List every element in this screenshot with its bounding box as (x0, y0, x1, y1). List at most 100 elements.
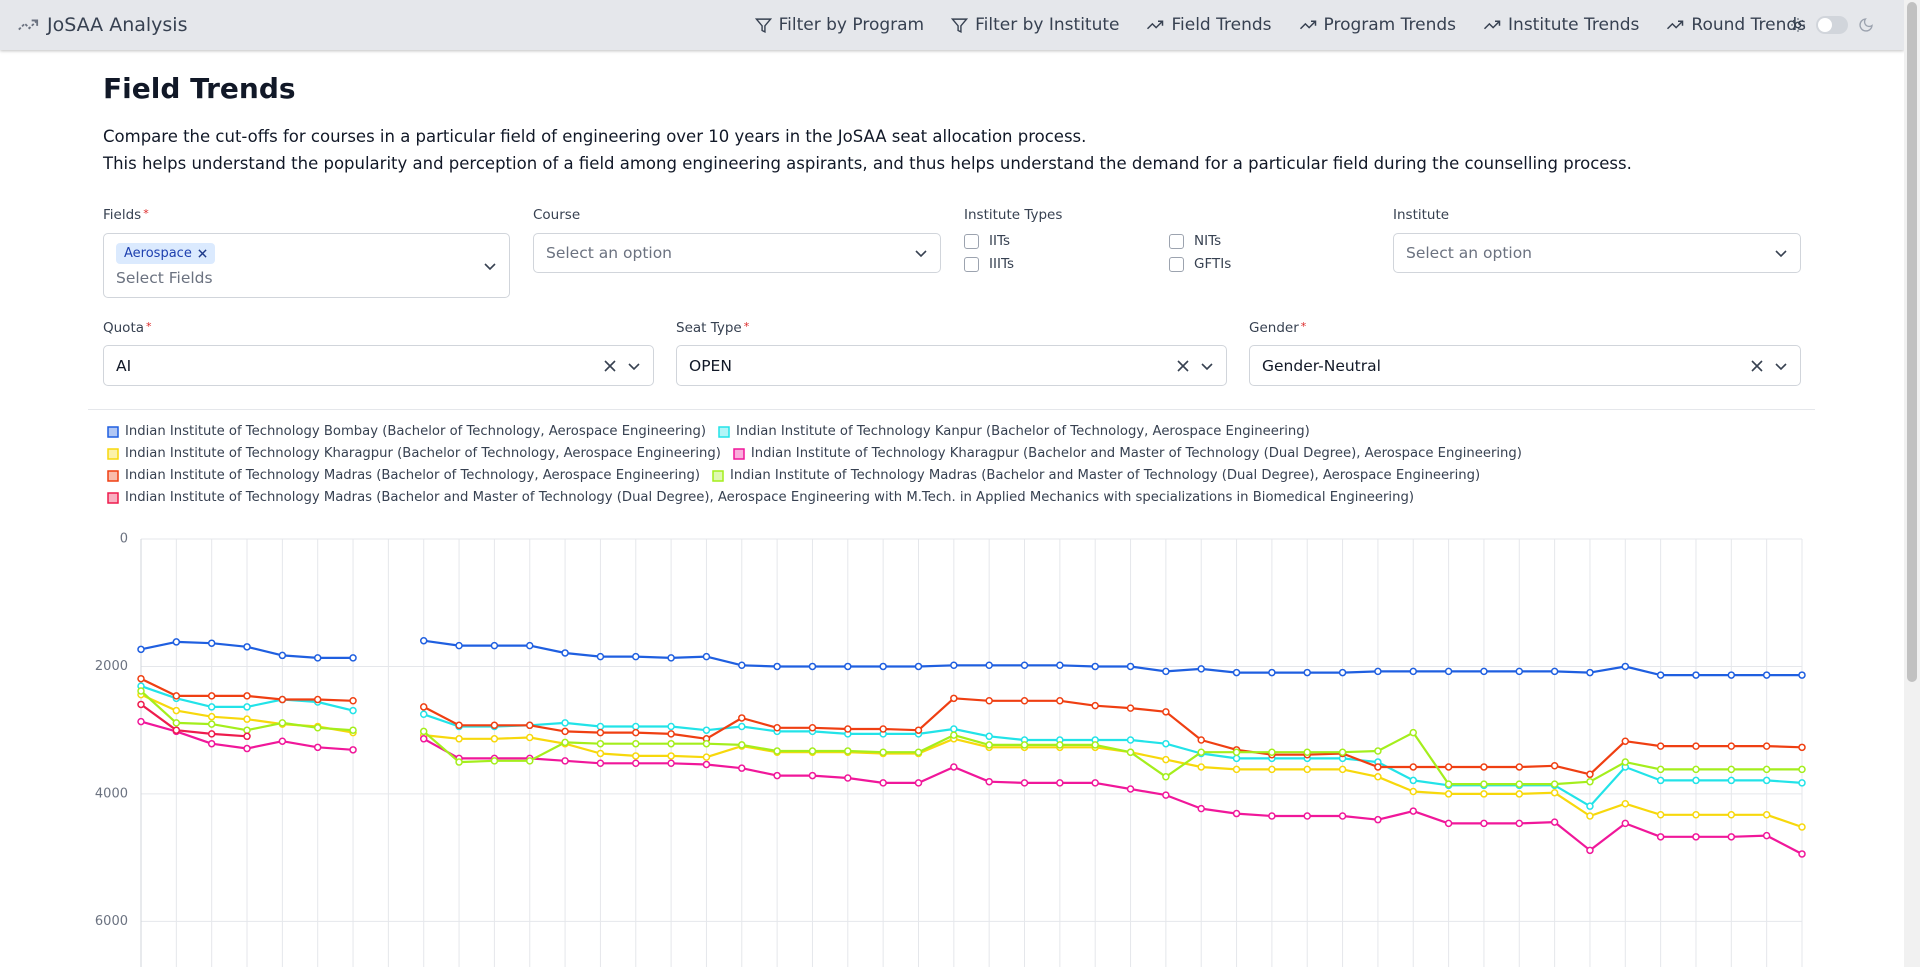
point (1762, 765, 1771, 774)
nav-item[interactable]: Round Trends (1666, 15, 1806, 35)
point (738, 741, 746, 749)
checkbox[interactable]: NITs (1169, 233, 1221, 249)
checkbox[interactable]: IIITs (964, 256, 1014, 272)
point (1515, 790, 1524, 798)
brand[interactable]: JoSAA Analysis (17, 0, 188, 50)
chevron[interactable] (627, 359, 641, 373)
theme-toggle[interactable] (1790, 0, 1874, 50)
legend-swatch-box (107, 447, 119, 460)
point (207, 730, 216, 738)
checkbox-box[interactable] (1169, 233, 1184, 249)
fields-select[interactable]: Aerospace Select Fields (103, 233, 510, 298)
point (1409, 787, 1418, 796)
clear[interactable] (1750, 359, 1764, 373)
chip[interactable]: Aerospace (116, 243, 215, 264)
point (702, 760, 711, 769)
placeholder: Select Fields (116, 269, 213, 287)
point (1056, 779, 1064, 787)
legend-entry[interactable]: Indian Institute of Technology Madras (B… (712, 468, 1480, 483)
point (349, 697, 357, 705)
point (1692, 811, 1700, 819)
point (1409, 763, 1418, 771)
point (1162, 791, 1170, 799)
point (172, 638, 181, 646)
checkbox[interactable]: GFTIs (1169, 256, 1231, 272)
scrollbar-thumb[interactable] (1907, 2, 1917, 682)
select-value: AI (116, 356, 132, 375)
icons (1176, 359, 1214, 373)
nav-label: Program Trends (1323, 15, 1457, 35)
course-select[interactable]: Select an option (533, 233, 941, 273)
chevron[interactable] (1774, 359, 1788, 373)
point (243, 726, 251, 734)
point (1409, 776, 1418, 785)
legend-entry[interactable]: Indian Institute of Technology Madras (B… (107, 468, 700, 483)
point (702, 753, 711, 761)
point (490, 641, 499, 650)
checkbox-box[interactable] (964, 256, 979, 272)
point (1656, 671, 1665, 679)
point (561, 727, 569, 736)
label-text: Seat Type (676, 320, 742, 336)
checkbox[interactable]: IITs (964, 233, 1010, 249)
point (879, 779, 887, 787)
point (879, 748, 887, 756)
point (455, 758, 463, 766)
checkbox-box[interactable] (964, 233, 979, 249)
nav-item[interactable]: Filter by Program (754, 15, 925, 35)
point (1762, 671, 1771, 679)
y-tick-label: 6000 (95, 914, 128, 929)
point (1126, 736, 1135, 744)
point (773, 747, 781, 755)
point (1550, 780, 1559, 788)
point (525, 641, 534, 650)
point (561, 738, 569, 747)
seat-type-select[interactable]: OPEN (676, 345, 1227, 386)
point (1586, 777, 1594, 786)
point (1692, 671, 1700, 679)
institute-select[interactable]: Select an option (1393, 233, 1801, 273)
chevron[interactable] (1200, 359, 1214, 373)
nav-item[interactable]: Program Trends (1299, 15, 1457, 35)
point (1162, 755, 1170, 764)
chevron[interactable] (483, 259, 497, 273)
toggle-switch[interactable] (1816, 16, 1848, 34)
point (243, 703, 251, 711)
chip-remove[interactable] (198, 249, 207, 258)
legend-entry[interactable]: Indian Institute of Technology Kharagpur… (107, 446, 721, 461)
gender-select[interactable]: Gender-Neutral (1249, 345, 1801, 386)
point (1056, 697, 1064, 705)
point (490, 735, 499, 743)
point (1374, 747, 1382, 755)
legend-entry[interactable]: Indian Institute of Technology Kharagpur… (733, 446, 1522, 461)
point (1056, 741, 1064, 749)
nav-label: Filter by Program (778, 15, 925, 35)
point (667, 739, 675, 748)
clear[interactable] (603, 359, 617, 373)
checkbox-box[interactable] (1169, 256, 1184, 272)
point (1480, 763, 1488, 771)
legend-entry[interactable]: Indian Institute of Technology Bombay (B… (107, 424, 706, 439)
clear[interactable] (1176, 359, 1190, 373)
chevron[interactable] (1774, 246, 1788, 260)
point (1303, 765, 1311, 774)
nav-item[interactable]: Filter by Institute (951, 15, 1119, 35)
point (1550, 818, 1559, 826)
point (172, 726, 181, 734)
point (207, 712, 216, 721)
field-label: Seat Type * (676, 320, 749, 336)
chevron[interactable] (914, 246, 928, 260)
nav-item[interactable]: Institute Trends (1483, 15, 1639, 35)
point (243, 692, 251, 700)
nav-item[interactable]: Field Trends (1146, 15, 1272, 35)
point (278, 651, 287, 660)
legend-entry[interactable]: Indian Institute of Technology Madras (B… (107, 490, 1414, 505)
point (278, 719, 287, 727)
navbar: JoSAA Analysis Filter by Program Filter … (0, 0, 1904, 50)
legend-entry[interactable]: Indian Institute of Technology Kanpur (B… (718, 424, 1310, 439)
quota-select[interactable]: AI (103, 345, 654, 386)
point (667, 654, 675, 662)
filter-icon (754, 17, 772, 33)
moon-icon (1859, 18, 1873, 32)
point (844, 662, 852, 671)
